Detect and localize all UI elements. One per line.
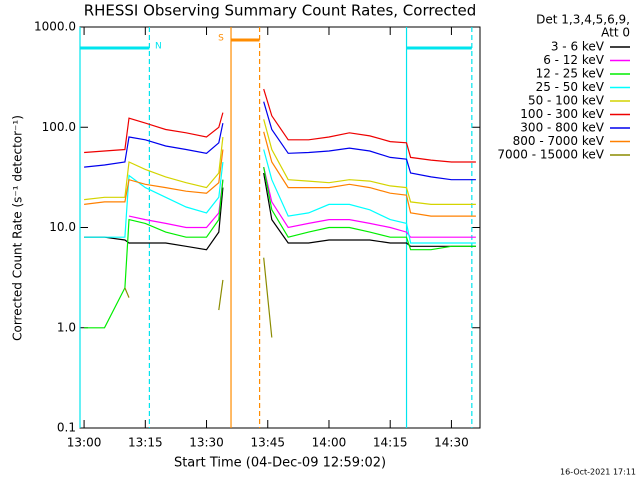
series-line <box>128 166 476 238</box>
x-tick-label: 13:15 <box>128 436 163 450</box>
y-tick-label: 100.0 <box>42 120 76 134</box>
legend-label: 12 - 25 keV <box>536 67 605 81</box>
x-axis-label: Start Time (04-Dec-09 12:59:02) <box>174 456 386 471</box>
legend-label: 3 - 6 keV <box>551 40 605 54</box>
series-line <box>84 119 476 205</box>
interval-label: S <box>218 34 224 44</box>
y-tick-label: 1.0 <box>57 320 76 334</box>
footer: 16-Oct-2021 17:11 <box>560 468 636 477</box>
x-tick-label: 13:45 <box>250 436 285 450</box>
series-line <box>84 101 476 181</box>
legend-label: 50 - 100 keV <box>528 94 605 108</box>
y-tick-label: 10.0 <box>49 220 76 234</box>
series-line <box>84 131 476 217</box>
legend-label: 800 - 7000 keV <box>513 134 605 148</box>
x-tick-label: 13:30 <box>189 436 224 450</box>
series-line <box>84 172 476 251</box>
x-tick-label: 14:15 <box>373 436 408 450</box>
legend-label: 7000 - 15000 keV <box>497 148 604 162</box>
x-tick-label: 14:00 <box>312 436 347 450</box>
legend-header: Att 0 <box>601 26 630 40</box>
x-tick-label: 14:30 <box>434 436 469 450</box>
x-tick-label: 13:00 <box>67 436 102 450</box>
series-line <box>84 149 476 244</box>
legend-label: 100 - 300 keV <box>520 107 604 121</box>
y-tick-label: 1000.0 <box>34 20 76 34</box>
interval-label: N <box>155 42 162 52</box>
y-axis-label: Corrected Count Rate (s⁻¹ detector⁻¹) <box>11 115 25 341</box>
chart-title: RHESSI Observing Summary Count Rates, Co… <box>84 2 477 20</box>
legend-label: 25 - 50 keV <box>536 80 605 94</box>
legend-label: 300 - 800 keV <box>520 121 604 135</box>
series-line <box>124 257 273 338</box>
series-line <box>84 88 476 163</box>
series-line <box>84 166 476 329</box>
legend-header: Det 1,3,4,5,6,9, <box>536 13 630 27</box>
legend-label: 6 - 12 keV <box>543 53 605 67</box>
y-tick-label: 0.1 <box>57 421 76 435</box>
